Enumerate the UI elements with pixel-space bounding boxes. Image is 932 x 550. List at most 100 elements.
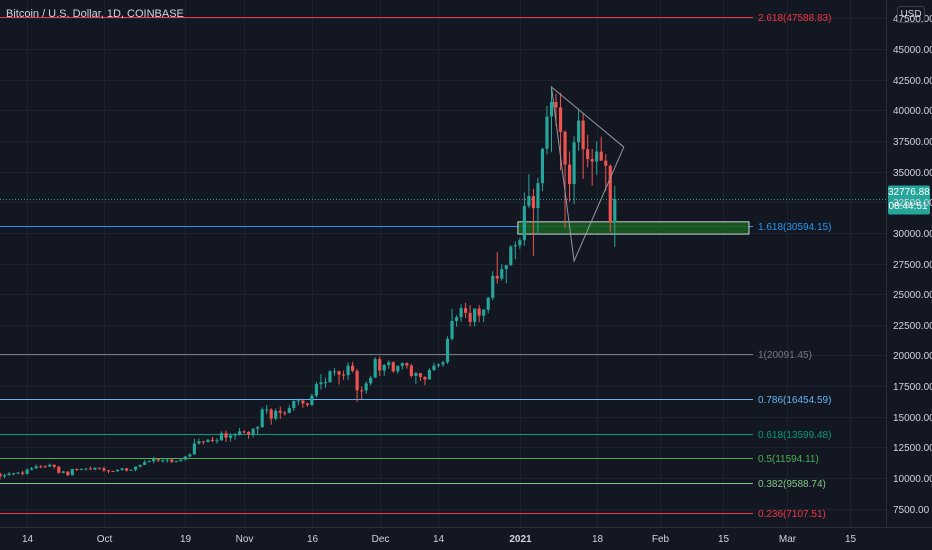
candle-body: [432, 365, 436, 371]
candle-body: [183, 456, 187, 460]
price-axis[interactable]: 7500.00 10000.00 12500.00 15000.00 17500.00 2…: [893, 14, 932, 516]
candle-body: [477, 308, 481, 316]
candle-body: [93, 467, 97, 470]
triangle-pattern[interactable]: [550, 85, 625, 263]
candle-body: [382, 364, 386, 371]
candle-body: [39, 466, 43, 468]
candle-body: [61, 471, 65, 473]
time-tick-label: Mar: [779, 534, 797, 545]
price-tick-label: 45000.00: [893, 45, 932, 56]
candle-body: [97, 467, 102, 469]
candle-body: [459, 308, 463, 318]
price-tick-label: 7500.00: [893, 505, 930, 516]
candle-body: [0, 473, 2, 477]
candle-body: [210, 439, 215, 441]
candle-body: [188, 454, 192, 457]
candle-body: [260, 409, 264, 428]
candle-body: [360, 390, 364, 392]
candle-body: [296, 400, 300, 402]
support-zone-rect[interactable]: [517, 221, 750, 235]
candle-body: [48, 464, 52, 467]
candle-body: [427, 370, 432, 380]
candle-body: [2, 475, 7, 477]
candle-body: [197, 441, 201, 444]
time-axis[interactable]: 14 Oct 19 Nov 16 Dec 14 2021 18 Feb 15 Mar 15: [22, 534, 857, 545]
candle-body: [364, 383, 368, 391]
candle-body: [129, 469, 133, 471]
candle-body: [599, 151, 603, 161]
bar-countdown-label: 08:44:51: [888, 200, 928, 212]
time-tick-label: 15: [845, 534, 857, 545]
candle-body: [445, 338, 450, 363]
price-tick-label: 32500.00: [893, 198, 932, 209]
candle-body: [341, 374, 346, 376]
candle-body: [52, 464, 56, 467]
candles: [0, 86, 617, 480]
candle-body: [518, 240, 522, 246]
price-tick-label: 17500.00: [893, 382, 932, 393]
time-tick-label: 14: [22, 534, 34, 545]
candle-body: [161, 460, 165, 462]
fib-level-label: 0.618(13599.48): [758, 430, 831, 441]
candle-body: [554, 102, 558, 108]
candle-body: [314, 384, 319, 396]
candle-body: [509, 246, 513, 266]
candle-body: [152, 458, 156, 462]
candle-body: [346, 365, 350, 376]
candle-body: [531, 196, 535, 209]
candle-body: [242, 431, 246, 433]
last-price-label: 32776.88: [888, 186, 930, 198]
candle-body: [66, 471, 70, 476]
candle-body: [454, 317, 459, 321]
candle-body: [332, 371, 337, 373]
candle-body: [233, 434, 237, 436]
candle-body: [450, 320, 454, 339]
candle-body: [174, 461, 178, 463]
candle-body: [540, 148, 545, 184]
price-tick-label: 27500.00: [893, 260, 932, 271]
candle-body: [283, 412, 287, 414]
candle-body: [500, 269, 504, 279]
triangle-annotation[interactable]: [550, 85, 625, 263]
candle-body: [337, 371, 341, 375]
time-tick-label: 18: [592, 534, 604, 545]
last-price-line: [0, 185, 930, 215]
candle-body: [70, 469, 74, 476]
candle-body: [30, 468, 34, 470]
fibonacci-levels[interactable]: 2.618(47588.83) 1.618(30594.15) 1(20091.45…: [0, 13, 831, 520]
time-tick-label: 15: [718, 534, 730, 545]
candle-body: [301, 400, 305, 404]
candle-body: [396, 365, 400, 372]
price-tick-label: 15000.00: [893, 413, 932, 424]
candle-body: [57, 466, 61, 473]
candle-body: [418, 373, 422, 377]
price-tick-label: 35000.00: [893, 168, 932, 179]
candle-body: [522, 205, 526, 241]
candle-body: [468, 312, 472, 322]
candle-body: [269, 409, 273, 419]
price-tick-label: 25000.00: [893, 290, 932, 301]
candle-body: [206, 439, 210, 443]
candle-body: [7, 473, 11, 476]
fib-level-label: 2.618(47588.83): [758, 13, 831, 24]
candle-body: [581, 120, 585, 150]
fib-level-label: 0.236(7107.51): [758, 509, 826, 520]
currency-button[interactable]: USD: [897, 6, 925, 23]
candle-body: [436, 364, 441, 366]
fib-level-label: 0.5(11594.11): [758, 454, 819, 465]
time-tick-label: Dec: [372, 534, 390, 545]
candle-body: [165, 459, 169, 461]
candle-body: [84, 468, 88, 470]
price-tick-label: 12500.00: [893, 443, 932, 454]
price-tick-label: 10000.00: [893, 474, 932, 485]
fib-level-label: 0.382(9588.74): [758, 479, 826, 490]
candle-body: [292, 400, 296, 409]
candle-body: [567, 164, 572, 185]
candle-body: [482, 309, 486, 316]
support-zone[interactable]: [517, 221, 750, 235]
candle-body: [79, 469, 83, 471]
price-tick-label: 20000.00: [893, 351, 932, 362]
candle-body: [247, 432, 251, 435]
candle-body: [278, 410, 282, 413]
